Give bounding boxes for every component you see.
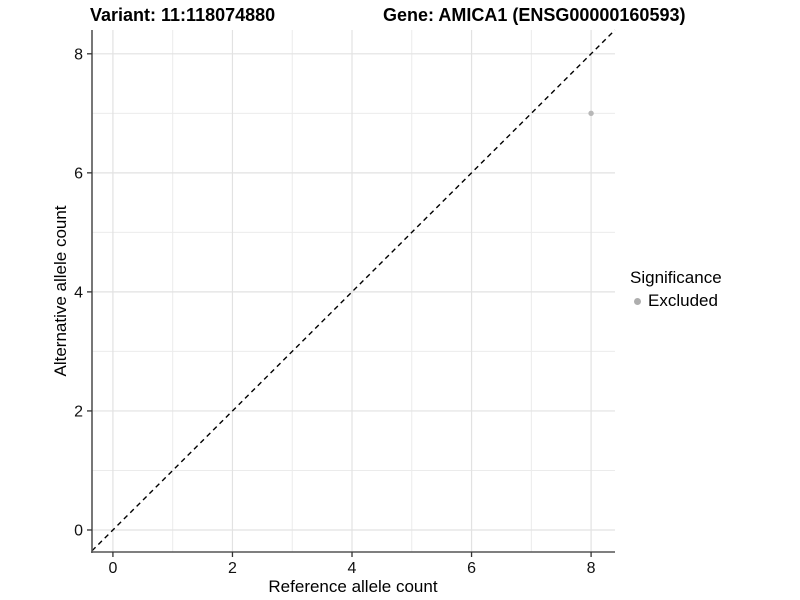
y-tick-label: 8 [74,46,83,63]
x-tick-label: 2 [228,560,237,577]
x-tick-label: 6 [467,560,476,577]
y-tick-label: 6 [74,165,83,182]
data-point [588,110,594,117]
x-axis-title: Reference allele count [268,577,437,596]
legend-entry: Excluded [630,291,722,311]
x-tick-label: 4 [348,560,357,577]
x-tick-label: 8 [587,560,596,577]
identity-line [91,29,616,552]
y-axis-title: Alternative allele count [51,205,70,376]
x-tick-label: 0 [108,560,117,577]
y-tick-label: 0 [74,522,83,539]
legend-point-icon [634,297,641,305]
legend-entries: Excluded [630,291,722,311]
plot-title-variant: Variant: 11:118074880 [90,5,276,25]
legend: Significance Excluded [630,267,722,311]
legend-title: Significance [630,268,722,287]
legend-entry-label: Excluded [648,291,718,310]
y-tick-label: 2 [74,403,83,420]
plot-title-gene: Gene: AMICA1 (ENSG00000160593) [383,5,686,25]
y-tick-label: 4 [74,284,83,301]
plot-panel: 0 2 4 6 8 0 2 4 6 8 [74,29,616,577]
